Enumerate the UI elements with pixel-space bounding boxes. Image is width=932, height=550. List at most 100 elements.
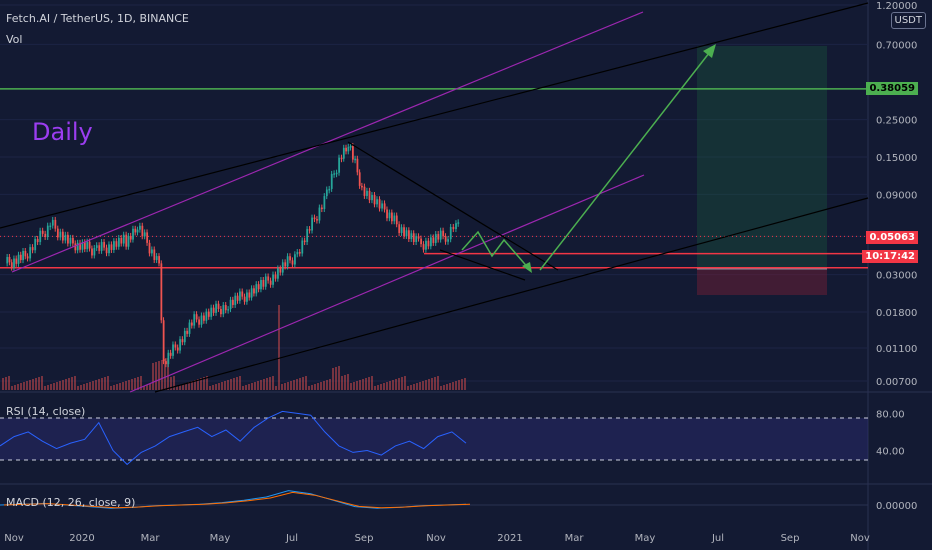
volume-bar: [179, 385, 181, 390]
candle-body: [345, 147, 347, 152]
volume-bar: [320, 382, 322, 390]
volume-bar: [8, 376, 10, 390]
time-tick-label: Nov: [426, 533, 446, 544]
volume-bar: [62, 380, 64, 390]
candle-body: [308, 229, 311, 231]
volume-bar: [5, 377, 7, 390]
volume-bar: [20, 383, 22, 390]
volume-bar: [431, 378, 433, 390]
candle-body: [239, 291, 241, 301]
volume-bar: [167, 358, 169, 390]
volume-bar: [404, 376, 406, 390]
last-price-tag: 0.05063: [866, 231, 918, 244]
candle-body: [205, 311, 208, 321]
price-tick-label: 0.00700: [876, 377, 917, 388]
volume-bar: [338, 366, 340, 390]
volume-bar: [236, 377, 238, 390]
candle-body: [44, 233, 47, 237]
volume-bar: [50, 384, 52, 390]
volume-bar: [149, 384, 151, 390]
timeframe-annotation: Daily: [32, 118, 93, 146]
volume-bar: [104, 377, 106, 390]
volume-bar: [158, 361, 160, 390]
candle-body: [39, 230, 42, 243]
candle-body: [56, 228, 59, 238]
volume-bar: [230, 379, 232, 390]
candle-body: [356, 158, 359, 173]
rsi-tick-label: 40.00: [876, 447, 905, 458]
volume-bar: [392, 380, 394, 390]
volume-bar: [308, 386, 310, 390]
volume-bar: [368, 377, 370, 390]
candle-body: [306, 229, 309, 243]
price-tick-label: 1.20000: [876, 1, 917, 12]
trendline-segment: [439, 249, 526, 281]
volume-bar: [281, 384, 283, 390]
candle-body: [279, 268, 282, 273]
candle-body: [452, 226, 455, 230]
candle-body: [79, 242, 82, 250]
time-tick-label: Nov: [4, 533, 24, 544]
candle-body: [349, 146, 352, 148]
candle-body: [415, 236, 418, 243]
volume-bar: [227, 380, 229, 390]
candle-body: [325, 189, 328, 197]
candle-body: [24, 250, 27, 257]
candle-body: [64, 234, 67, 241]
volume-bar: [317, 383, 319, 390]
candle-body: [186, 330, 189, 334]
currency-unit-button[interactable]: USDT: [890, 12, 926, 29]
candle-body: [220, 308, 222, 315]
candle-body: [148, 242, 151, 254]
volume-bar: [137, 377, 139, 390]
candle-body: [179, 339, 182, 351]
candle-body: [303, 240, 306, 243]
time-tick-label: Nov: [850, 533, 870, 544]
candle-body: [378, 199, 381, 209]
volume-bar: [263, 379, 265, 390]
channel-lower-line: [129, 174, 645, 393]
candle-body: [36, 238, 39, 243]
candle-body: [447, 239, 449, 242]
volume-bar: [2, 378, 4, 390]
volume-bar: [32, 379, 34, 390]
volume-bar: [305, 376, 307, 390]
volume-bar: [140, 376, 142, 390]
candle-body: [222, 305, 225, 315]
candle-body: [366, 190, 368, 196]
volume-bar: [77, 386, 79, 390]
candle-body: [291, 260, 294, 265]
volume-bar: [215, 384, 217, 390]
time-tick-label: 2021: [497, 533, 522, 544]
candle-body: [373, 195, 376, 205]
candle-body: [134, 228, 137, 233]
candle-body: [108, 244, 110, 254]
volume-bar: [125, 381, 127, 390]
volume-bar: [353, 382, 355, 390]
rsi-tick-label: 80.00: [876, 409, 905, 420]
symbol-title: Fetch.AI / TetherUS, 1D, BINANCE: [6, 12, 189, 25]
candle-body: [289, 256, 291, 261]
volume-bar: [296, 379, 298, 390]
candle-body: [169, 352, 172, 356]
candle-body: [95, 245, 98, 248]
candle-body: [368, 190, 371, 201]
macd-tick-label: 0.00000: [876, 501, 917, 512]
candle-body: [139, 225, 141, 230]
volume-bar: [377, 385, 379, 390]
candle-body: [361, 185, 363, 188]
volume-bar: [89, 382, 91, 390]
candle-body: [321, 207, 323, 210]
price-tick-label: 0.01800: [876, 308, 917, 319]
candle-body: [74, 243, 77, 251]
candle-body: [183, 330, 186, 343]
volume-bar: [185, 383, 187, 390]
candle-body: [391, 212, 393, 222]
volume-bar: [146, 385, 148, 390]
candle-body: [354, 158, 357, 161]
candle-body: [54, 219, 57, 229]
candle-body: [15, 258, 18, 264]
candle-body: [176, 347, 179, 351]
volume-bar: [299, 378, 301, 390]
